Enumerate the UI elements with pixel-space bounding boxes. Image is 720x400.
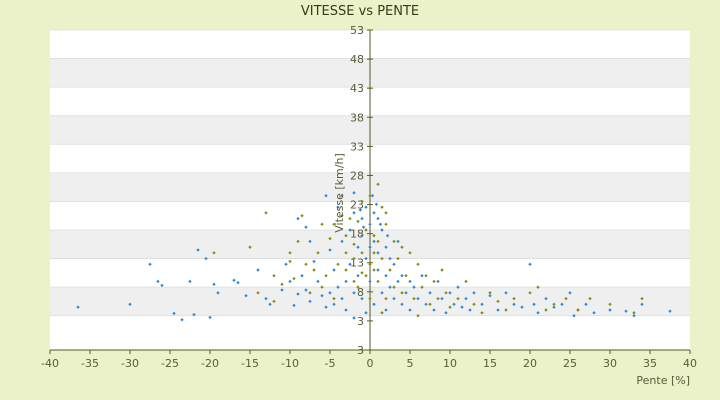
x-tick-label: 15: [483, 357, 497, 370]
x-tick-label: -20: [201, 357, 219, 370]
data-point: [592, 311, 596, 315]
data-point: [536, 311, 540, 315]
data-point: [212, 251, 216, 255]
y-tick-label: 43: [350, 82, 364, 95]
y-tick-label: 18: [350, 228, 364, 241]
x-tick-label: 25: [563, 357, 577, 370]
y-tick-label: 23: [350, 199, 364, 212]
x-tick-label: 5: [407, 357, 414, 370]
x-tick-label: -30: [121, 357, 139, 370]
x-tick-label: -5: [325, 357, 336, 370]
data-point: [192, 312, 196, 317]
data-point: [196, 248, 200, 252]
data-point: [564, 296, 568, 301]
data-point: [172, 311, 176, 316]
data-point: [378, 222, 383, 226]
data-point: [232, 278, 236, 282]
data-point: [208, 315, 212, 320]
x-tick-label: -35: [81, 357, 99, 370]
data-point: [632, 311, 636, 315]
data-point: [374, 202, 379, 206]
y-tick-label: 13: [350, 257, 364, 270]
data-point: [76, 305, 80, 309]
y-tick-label: 33: [350, 140, 364, 153]
y-tick-label: 38: [350, 111, 364, 124]
data-point: [640, 296, 644, 301]
x-tick-label: -40: [41, 357, 59, 370]
x-tick-label: -25: [161, 357, 179, 370]
x-tick-label: 20: [523, 357, 537, 370]
data-point: [244, 294, 248, 298]
data-point: [588, 296, 592, 301]
data-point: [632, 314, 636, 318]
data-point: [156, 279, 160, 284]
data-point: [212, 282, 216, 286]
data-point: [568, 291, 572, 295]
x-axis-label: Pente [%]: [636, 374, 690, 387]
data-point: [180, 318, 184, 322]
data-point: [236, 280, 240, 285]
chart-title: VITESSE vs PENTE: [301, 4, 419, 19]
y-tick-label: 3: [357, 315, 364, 328]
data-point: [544, 296, 548, 301]
x-tick-label: 40: [683, 357, 697, 370]
x-tick-label: -10: [281, 357, 299, 370]
data-point: [608, 308, 612, 312]
x-tick-label: -15: [241, 357, 259, 370]
data-point: [370, 194, 375, 198]
data-point: [248, 245, 252, 249]
y-tick-label: 3: [357, 344, 364, 357]
data-point: [204, 256, 208, 261]
x-tick-label: 35: [643, 357, 657, 370]
x-tick-label: 10: [443, 357, 457, 370]
y-tick-label: 48: [350, 53, 364, 66]
data-point: [528, 291, 532, 295]
plot-area: -40 -35 -30 -25 -20 -15 -10 -5 0 5 10 15 20 25 30 35 40 5…: [41, 24, 697, 370]
y-tick-label: 53: [350, 24, 364, 37]
data-point: [216, 291, 220, 295]
data-point: [148, 262, 152, 266]
data-point: [512, 296, 516, 301]
data-point: [358, 208, 363, 212]
y-tick-label: 28: [350, 169, 364, 182]
data-point: [576, 308, 580, 312]
y-tick-label: 8: [357, 286, 364, 299]
data-point: [128, 302, 132, 306]
y-axis-label: Vitesse [km/h]: [333, 153, 346, 233]
data-point: [544, 308, 548, 312]
x-tick-label: 0: [367, 357, 374, 370]
data-point: [160, 283, 164, 288]
x-tick-label: 30: [603, 357, 617, 370]
data-point: [572, 314, 576, 318]
data-point: [188, 279, 192, 284]
